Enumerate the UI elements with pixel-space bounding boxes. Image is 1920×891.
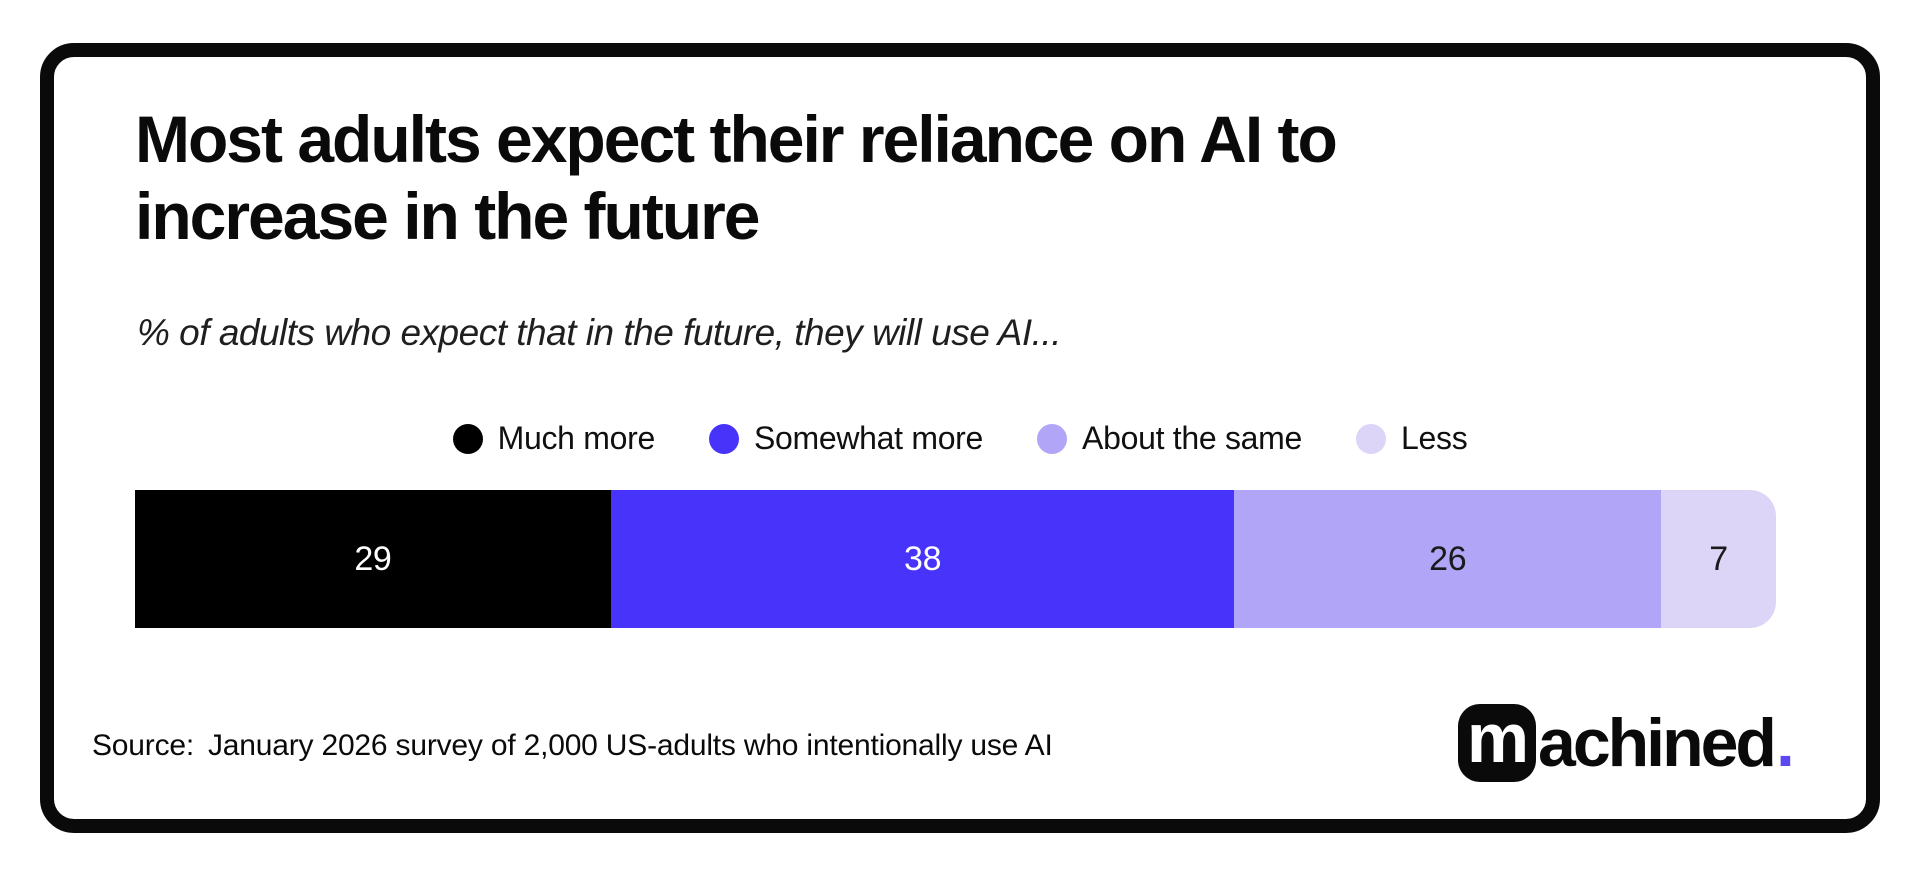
logo-period: . [1775, 705, 1795, 781]
logo-m-letter: m [1466, 699, 1529, 777]
legend-item-label: Somewhat more [753, 420, 984, 456]
chart-card: Most adults expect their reliance on AI … [40, 43, 1880, 833]
bar-segment-about-the-same: 26 [1234, 490, 1662, 628]
source-note: Source: January 2026 survey of 2,000 US-a… [92, 729, 1053, 763]
bar-segment-much-more: 29 [135, 490, 611, 628]
bar-segment-somewhat-more: 38 [610, 490, 1235, 628]
source-text: January 2026 survey of 2,000 US-adults w… [208, 729, 1053, 762]
chart-title-line-2: increase in the future [135, 179, 761, 253]
chart-title-line-1: Most adults expect their reliance on AI … [135, 102, 1338, 176]
legend-item: Somewhat more [708, 420, 984, 457]
legend-item: About the same [1037, 420, 1302, 457]
logo-m-icon: m [1458, 699, 1536, 782]
bar-segment-value: 29 [354, 539, 392, 578]
legend-dot-icon [1037, 423, 1068, 454]
machined-logo: m achined . [1458, 699, 1795, 782]
bar-segment-value: 26 [1429, 539, 1467, 578]
logo-wordmark: achined [1538, 705, 1777, 781]
legend: Much more Somewhat more About the same Less [54, 420, 1866, 457]
legend-dot-icon [708, 423, 739, 454]
bar-segment-value: 7 [1709, 539, 1728, 578]
bar-segment-value: 38 [904, 539, 942, 578]
chart-subtitle: % of adults who expect that in the futur… [137, 312, 1061, 353]
legend-item-label: About the same [1082, 420, 1302, 456]
legend-dot-icon [1356, 423, 1386, 454]
stacked-bar: 29 38 26 7 [135, 490, 1776, 628]
legend-item-label: Much more [497, 420, 656, 456]
legend-item: Much more [452, 420, 656, 457]
legend-item-label: Less [1401, 420, 1468, 456]
bar-segment-less: 7 [1661, 490, 1776, 628]
legend-dot-icon [452, 423, 483, 454]
chart-title: Most adults expect their reliance on AI … [135, 101, 1875, 255]
source-label: Source: [92, 729, 194, 762]
legend-item: Less [1356, 420, 1468, 457]
